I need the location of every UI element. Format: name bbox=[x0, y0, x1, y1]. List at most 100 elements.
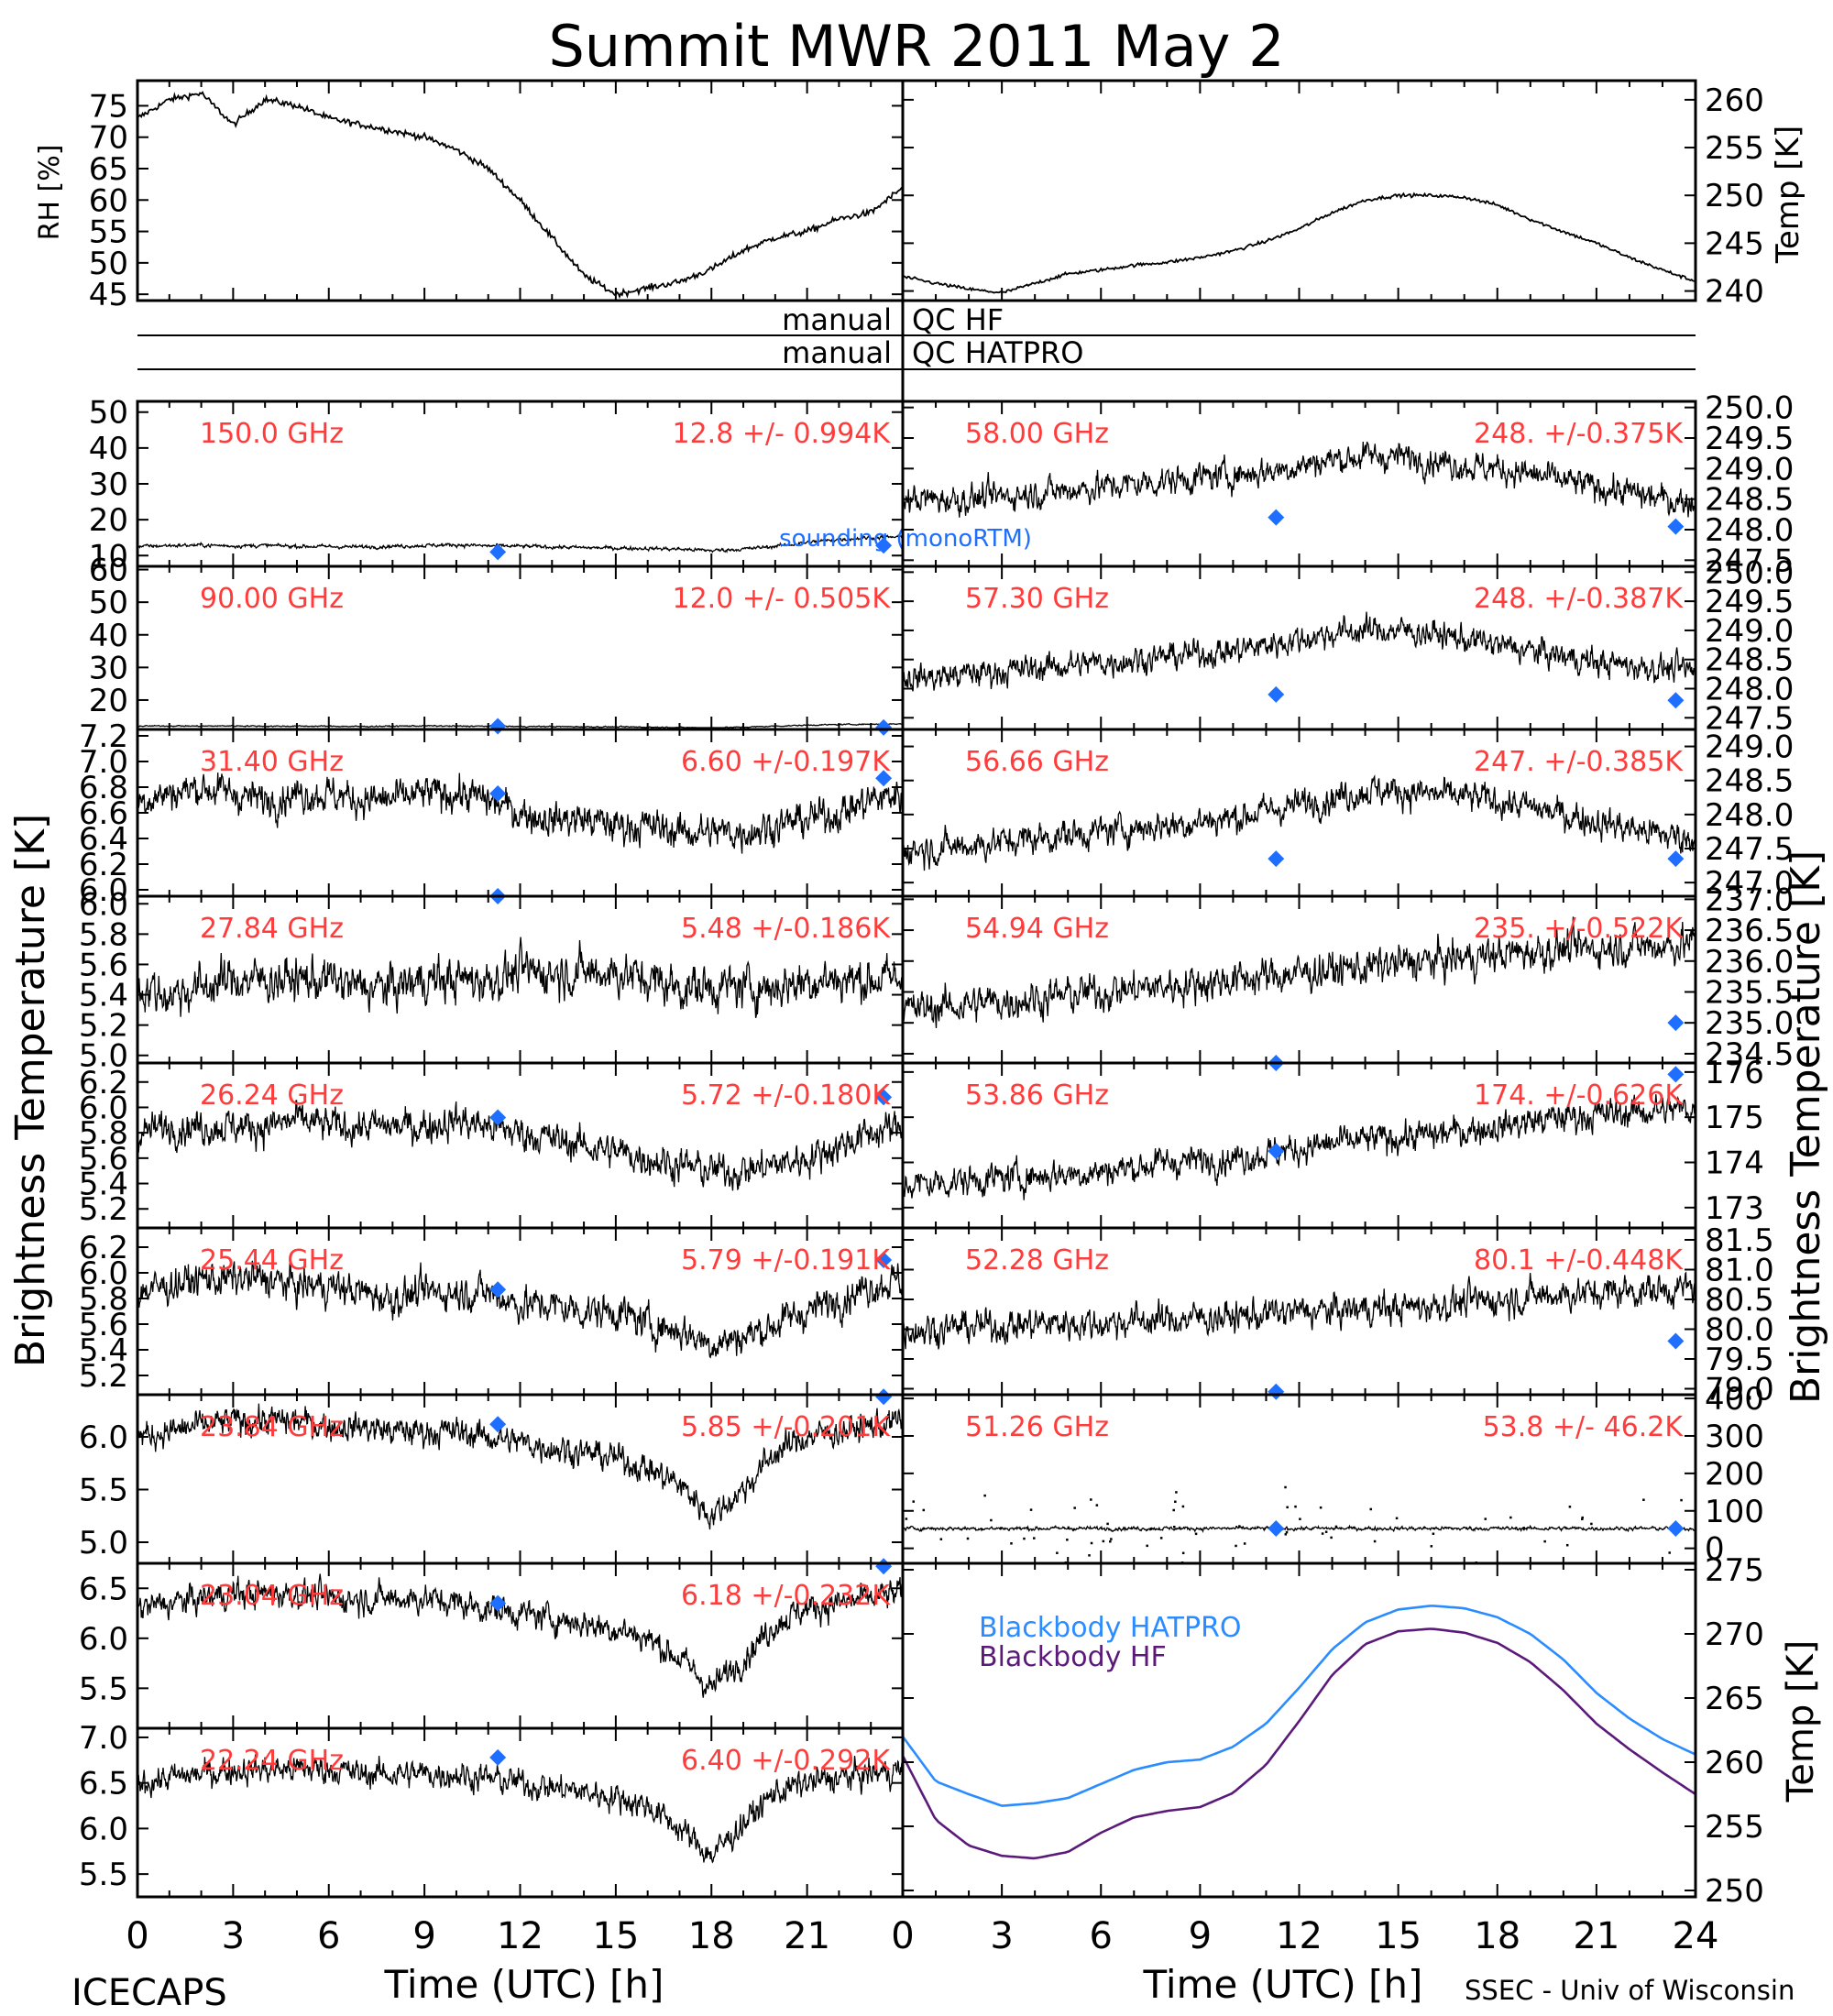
xtick-label: 21 bbox=[1573, 1915, 1619, 1957]
ytick-label: 400 bbox=[1705, 1381, 1764, 1418]
rh-panel bbox=[136, 79, 905, 302]
c2224-freq-label: 22.24 GHz bbox=[200, 1745, 344, 1777]
ytick-label: 6.2 bbox=[79, 847, 128, 883]
sounding-marker bbox=[875, 718, 893, 736]
ytick-label: 20 bbox=[89, 502, 128, 539]
c2784-stat-label: 5.48 +/-0.186K bbox=[681, 913, 891, 945]
c5666-panel-xticks bbox=[902, 729, 1696, 896]
ytick-label: 80.5 bbox=[1705, 1282, 1774, 1319]
temp-line bbox=[902, 192, 1696, 294]
outlier-point bbox=[1565, 1543, 1569, 1547]
ytick-label: 7.0 bbox=[79, 1720, 128, 1757]
ytick-label: 5.2 bbox=[79, 1191, 128, 1228]
temp-ylabel: Temp [K] bbox=[1770, 126, 1806, 264]
xtick-label: 9 bbox=[1189, 1915, 1212, 1957]
outlier-point bbox=[1543, 1539, 1546, 1543]
ytick-label: 5.5 bbox=[79, 1473, 128, 1509]
ytick-label: 249.0 bbox=[1705, 613, 1794, 650]
outlier-point bbox=[1284, 1485, 1287, 1489]
ytick-label: 5.4 bbox=[79, 1332, 128, 1369]
c2384-series bbox=[137, 1403, 904, 1530]
c3140-yticks: 6.06.26.46.66.87.07.2 bbox=[79, 718, 903, 909]
outlier-point bbox=[1149, 1527, 1153, 1530]
qc-hf-label-left: manual bbox=[782, 302, 892, 337]
ytick-label: 6.2 bbox=[79, 1230, 128, 1266]
outlier-point bbox=[983, 1494, 986, 1497]
ytick-label: 6.0 bbox=[79, 1811, 128, 1847]
ytick-label: 248.0 bbox=[1705, 512, 1794, 549]
temp-yticks: 240 245 250 255 260 bbox=[903, 82, 1764, 311]
c150-freq-label: 150.0 GHz bbox=[200, 418, 344, 450]
right-xlabel: Time (UTC) [h] bbox=[1143, 1962, 1423, 2007]
ytick-label: 265 bbox=[1705, 1681, 1764, 1717]
ytick-label: 248.5 bbox=[1705, 642, 1794, 679]
ytick-label: 50 bbox=[89, 246, 128, 282]
c5730-series bbox=[902, 611, 1696, 692]
sounding-marker bbox=[1268, 1143, 1285, 1160]
sounding-marker bbox=[489, 1109, 507, 1126]
c2784-series bbox=[137, 937, 904, 1019]
ytick-label: 260 bbox=[1705, 1745, 1764, 1781]
c3140-series bbox=[137, 772, 904, 854]
c2384-yticks: 5.0 5.5 6.0 bbox=[79, 1419, 903, 1561]
rh-panel-xticks bbox=[137, 81, 904, 301]
footer-icecaps: ICECAPS bbox=[71, 1972, 227, 2014]
ytick-label: 173 bbox=[1705, 1190, 1764, 1227]
ytick-label: 5.8 bbox=[79, 916, 128, 953]
ytick-label: 55 bbox=[89, 214, 128, 251]
sounding-marker bbox=[875, 537, 893, 554]
ytick-label: 30 bbox=[89, 650, 128, 686]
ytick-label: 200 bbox=[1705, 1456, 1764, 1493]
ytick-label: 75 bbox=[89, 88, 128, 125]
ytick-label: 249.0 bbox=[1705, 729, 1794, 766]
outlier-point bbox=[1373, 1539, 1377, 1543]
c5666-series bbox=[902, 774, 1696, 871]
c150-series bbox=[137, 533, 903, 554]
ytick-label: 6.6 bbox=[79, 795, 128, 832]
bb-panel-xticks bbox=[902, 1563, 1696, 1897]
ytick-label: 45 bbox=[89, 277, 128, 313]
ytick-label: 6.0 bbox=[79, 1090, 128, 1126]
outlier-point bbox=[1235, 1544, 1237, 1548]
ytick-label: 236.5 bbox=[1705, 913, 1794, 949]
c2784-panel-xticks bbox=[137, 896, 904, 1063]
ytick-label: 6.0 bbox=[79, 1621, 128, 1658]
ytick-label: 65 bbox=[89, 151, 128, 188]
ytick-label: 6.0 bbox=[79, 1255, 128, 1292]
ytick-label: 300 bbox=[1705, 1419, 1764, 1455]
ytick-label: 237.0 bbox=[1705, 882, 1794, 918]
sounding-marker bbox=[875, 770, 893, 787]
xtick-label: 21 bbox=[784, 1915, 830, 1957]
ytick-label: 6.0 bbox=[79, 872, 128, 909]
outlier-point bbox=[1330, 1536, 1333, 1539]
ytick-label: 5.6 bbox=[79, 947, 128, 983]
ytick-label: 6.0 bbox=[79, 886, 128, 923]
ytick-label: 50 bbox=[89, 585, 128, 621]
ytick-label: 235.5 bbox=[1705, 974, 1794, 1011]
c5386-stat-label: 174. +/-0.626K bbox=[1474, 1079, 1684, 1112]
ytick-label: 6.5 bbox=[79, 1571, 128, 1607]
c2544-stat-label: 5.79 +/-0.191K bbox=[681, 1244, 891, 1276]
c5228-series bbox=[902, 1271, 1696, 1350]
bb-ylabel: Temp [K] bbox=[1780, 1640, 1822, 1803]
ytick-label: 5.5 bbox=[79, 1671, 128, 1707]
outlier-point bbox=[1033, 1537, 1036, 1539]
c5666-stat-label: 247. +/-0.385K bbox=[1474, 746, 1684, 778]
ytick-label: 250 bbox=[1705, 1873, 1764, 1910]
c5800-panel-xticks bbox=[902, 401, 1696, 566]
ytick-label: 247.0 bbox=[1705, 865, 1794, 902]
ytick-label: 6.8 bbox=[79, 770, 128, 806]
ytick-label: 250.0 bbox=[1705, 390, 1794, 427]
c2304-series bbox=[137, 1573, 903, 1698]
outlier-point bbox=[1294, 1505, 1297, 1508]
sounding-marker bbox=[1268, 850, 1285, 868]
xtick-label: 15 bbox=[592, 1915, 639, 1957]
ytick-label: 60 bbox=[89, 553, 128, 589]
c2224-stat-label: 6.40 +/-0.292K bbox=[681, 1745, 891, 1777]
ytick-label: 30 bbox=[89, 466, 128, 503]
ytick-label: 6.0 bbox=[79, 1419, 128, 1456]
ytick-label: 0 bbox=[1705, 1531, 1725, 1568]
c3140-stat-label: 6.60 +/-0.197K bbox=[681, 746, 891, 778]
